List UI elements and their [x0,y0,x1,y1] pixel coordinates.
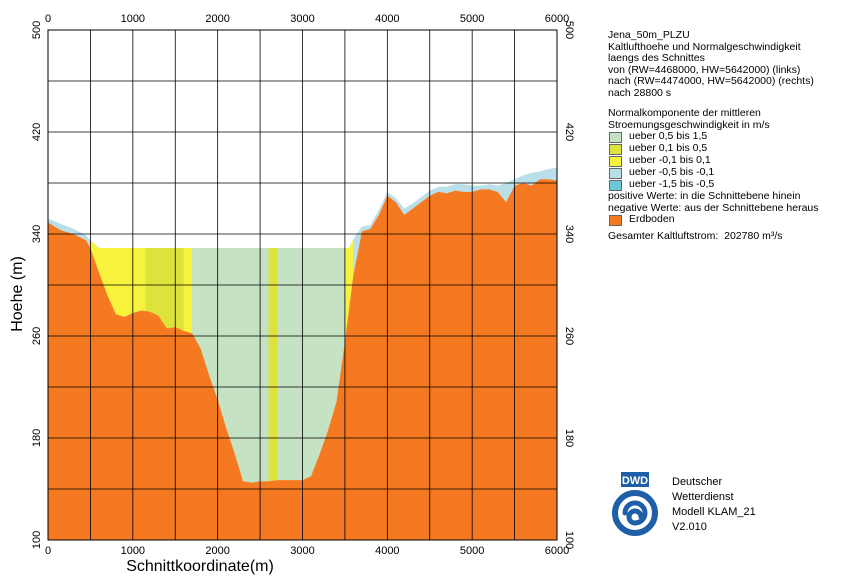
y-tick-label-left: 180 [31,429,43,447]
y-tick-label-left: 260 [31,327,43,345]
credit-line: Wetterdienst [672,490,756,505]
x-tick-label-top: 0 [45,13,51,25]
legend-desc-line: nach 28800 s [608,88,848,100]
credit-line: Deutscher [672,475,756,490]
y-tick-label-right: 180 [563,429,575,447]
legend-item: ueber -0,5 bis -0,1 [608,167,848,179]
x-tick-label-bottom: 4000 [375,545,399,557]
x-axis-label: Schnittkoordinate(m) [126,558,274,575]
legend-item-ground: Erdboden [608,214,848,226]
x-tick-label-top: 1000 [121,13,145,25]
x-tick-label-bottom: 1000 [121,545,145,557]
legend-swatch [609,144,622,155]
legend-item-label: ueber 0,5 bis 1,5 [629,131,707,143]
legend-title: Jena_50m_PLZU [608,30,848,42]
legend-ground-label: Erdboden [629,214,675,226]
dwd-logo-icon: DWD [605,470,665,540]
legend-desc-line: laengs des Schnittes [608,53,848,65]
credit-line: V2.010 [672,520,756,535]
total-flow-label: Gesamter Kaltluftstrom: [608,230,718,242]
y-tick-label-right: 100 [563,531,575,549]
x-tick-label-bottom: 3000 [290,545,314,557]
x-tick-label-top: 4000 [375,13,399,25]
legend-swatch [609,168,622,179]
dwd-logo-swirl [625,503,645,523]
total-flow: Gesamter Kaltluftstrom: 202780 m³/s [608,231,848,243]
x-tick-label-top: 2000 [205,13,229,25]
dwd-logo-text: DWD [622,475,648,487]
x-tick-label-top: 3000 [290,13,314,25]
legend-item-label: ueber -0,1 bis 0,1 [629,155,711,167]
legend-section-line: Normalkomponente der mittleren [608,108,848,120]
legend: Jena_50m_PLZU Kaltlufthoehe und Normalge… [608,30,848,243]
flow-band [269,248,278,481]
x-tick-label-bottom: 5000 [460,545,484,557]
y-tick-label-left: 100 [31,531,43,549]
credit-line: Modell KLAM_21 [672,505,756,520]
total-flow-value: 202780 m³/s [724,230,782,242]
x-tick-label-bottom: 0 [45,545,51,557]
plot-area [48,30,557,540]
y-tick-label-right: 420 [563,123,575,141]
y-tick-label-left: 500 [31,21,43,39]
legend-swatch [609,156,622,167]
x-tick-label-top: 5000 [460,13,484,25]
legend-item: ueber -0,1 bis 0,1 [608,155,848,167]
legend-item-label: ueber -0,5 bis -0,1 [629,167,714,179]
legend-item: ueber 0,1 bis 0,5 [608,143,848,155]
y-tick-label-left: 420 [31,123,43,141]
legend-item: ueber 0,5 bis 1,5 [608,131,848,143]
y-tick-label-left: 340 [31,225,43,243]
y-tick-label-right: 260 [563,327,575,345]
x-tick-label-bottom: 2000 [205,545,229,557]
credit: Deutscher Wetterdienst Modell KLAM_21 V2… [672,475,756,535]
y-axis-label: Hoehe (m) [9,256,26,332]
y-tick-label-right: 340 [563,225,575,243]
y-tick-label-right: 500 [563,21,575,39]
flow-band [184,248,193,333]
legend-positive-note: positive Werte: in die Schnittebene hine… [608,191,848,203]
legend-swatch [609,180,622,191]
legend-swatch-ground [609,215,622,226]
legend-desc-line: nach (RW=4474000, HW=5642000) (rechts) [608,76,848,88]
legend-swatch [609,132,622,143]
legend-item-label: ueber 0,1 bis 0,5 [629,143,707,155]
